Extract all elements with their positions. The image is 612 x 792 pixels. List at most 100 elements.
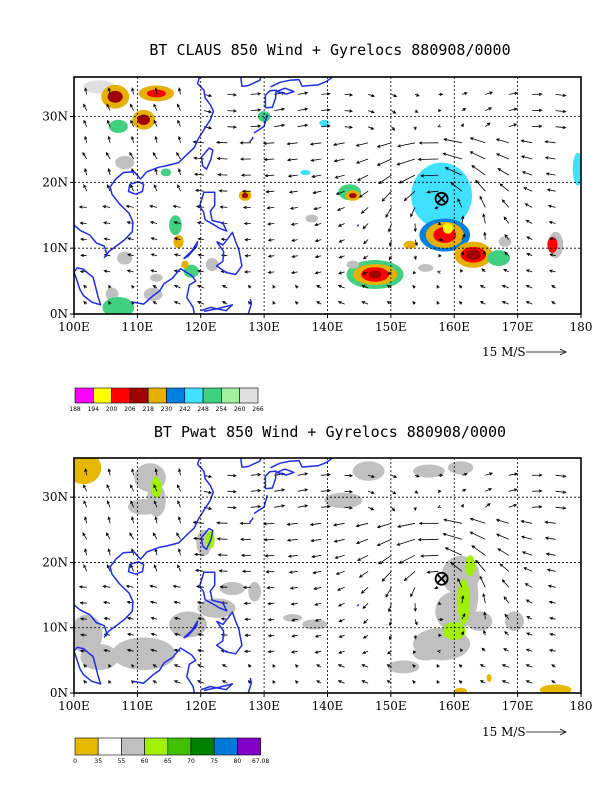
wind-arrow	[555, 474, 567, 478]
lat-label: 30N	[42, 110, 68, 124]
wind-arrow	[525, 219, 533, 224]
wind-arrow	[267, 649, 275, 654]
wind-arrow	[244, 238, 251, 242]
wind-arrow	[460, 648, 464, 653]
shade-patch	[539, 684, 572, 693]
wind-arrow	[438, 254, 443, 258]
shade-patch	[151, 476, 162, 498]
wind-arrow	[103, 617, 111, 621]
coastline	[215, 231, 243, 276]
wind-arrow	[294, 679, 299, 684]
wind-arrow	[314, 650, 322, 654]
wind-arrow	[197, 237, 204, 241]
wind-arrow	[338, 618, 345, 623]
colorbar-swatch	[74, 737, 99, 756]
wind-arrow	[108, 300, 112, 305]
wind-arrow	[391, 110, 397, 114]
wind-arrow	[460, 215, 465, 224]
wind-arrow	[152, 664, 158, 668]
panel-title: BT Pwat 850 Wind + Gyrelocs 880908/0000	[154, 423, 506, 441]
wind-arrow	[436, 300, 440, 305]
colorbar: 188 194 200 206 218 230 242 248 254 260 266	[69, 387, 264, 413]
wind-arrow	[219, 205, 228, 209]
wind-arrow	[362, 602, 369, 610]
wind-arrow	[196, 664, 205, 668]
wind-arrow	[217, 553, 228, 557]
wind-arrow	[386, 301, 392, 305]
wind-arrow	[479, 301, 486, 305]
wind-arrow	[172, 204, 181, 209]
wind-arrow	[131, 468, 135, 476]
wind-arrow	[334, 174, 345, 179]
wind-arrow	[227, 474, 237, 478]
wind-arrow	[321, 505, 331, 509]
colorbar-swatch	[190, 737, 215, 756]
wind-arrow	[391, 474, 398, 478]
wind-arrow	[130, 500, 134, 508]
wind-arrow	[344, 93, 354, 97]
wind-arrow	[376, 538, 392, 546]
wind-arrow	[290, 650, 298, 654]
shade-patch	[117, 251, 133, 265]
wind-arrow	[227, 109, 237, 113]
wind-arrow	[338, 271, 345, 275]
colorbar-swatch	[239, 387, 259, 404]
shade-patch	[219, 582, 246, 596]
coastline	[215, 611, 243, 655]
wind-arrow	[385, 587, 392, 598]
wind-arrow	[82, 532, 88, 540]
wind-arrow	[391, 490, 397, 495]
wind-arrow	[314, 602, 322, 606]
wind-arrow	[334, 554, 345, 559]
wind-arrow	[239, 141, 251, 145]
wind-arrow	[482, 213, 486, 224]
shade-patch	[487, 250, 511, 266]
wind-arrow	[84, 516, 88, 524]
coastline	[270, 458, 334, 469]
wind-arrow	[381, 571, 392, 582]
colorbar-label: 75	[210, 758, 218, 765]
wind-arrow	[396, 142, 416, 148]
wind-arrow	[361, 301, 369, 305]
shade-patch	[302, 619, 328, 630]
shade-patch	[305, 214, 318, 223]
colorbar-label: 80	[234, 758, 242, 765]
shade-patch	[352, 461, 385, 481]
shade-patch	[160, 168, 171, 177]
wind-arrow	[106, 484, 111, 492]
wind-arrow	[272, 679, 276, 684]
wind-arrow	[521, 551, 533, 556]
shade-patch	[205, 258, 219, 272]
cloud-shading	[83, 80, 581, 314]
wind-arrow	[460, 503, 464, 508]
wind-arrow	[83, 680, 87, 684]
wind-arrow	[483, 629, 487, 636]
wind-arrow	[396, 158, 416, 166]
lon-label: 140E	[312, 320, 344, 334]
colorbar-swatch	[221, 387, 240, 404]
wind-arrow	[344, 473, 354, 478]
wind-arrow	[387, 271, 392, 275]
shade-patch	[466, 611, 493, 631]
wind-arrow	[501, 199, 510, 208]
wind-arrow	[501, 579, 510, 588]
wind-arrow	[193, 172, 204, 177]
colorbar-swatch	[97, 737, 122, 756]
colorbar-label: 0	[73, 758, 77, 765]
wind-arrow	[461, 488, 467, 492]
wind-arrow	[250, 108, 262, 112]
wind-arrow	[247, 664, 252, 668]
coastline	[248, 136, 254, 143]
coastline	[264, 470, 277, 490]
coastline	[276, 87, 295, 95]
colorbar-label: 188	[69, 406, 81, 413]
lon-label: 180	[570, 699, 593, 713]
shade-patch	[143, 287, 163, 301]
coastline	[356, 224, 360, 227]
wind-arrow	[420, 174, 439, 178]
wind-arrow	[321, 92, 331, 96]
wind-arrow	[461, 92, 468, 96]
wind-arrow	[434, 206, 439, 210]
wind-arrow	[361, 664, 369, 668]
wind-arrow	[108, 663, 112, 668]
